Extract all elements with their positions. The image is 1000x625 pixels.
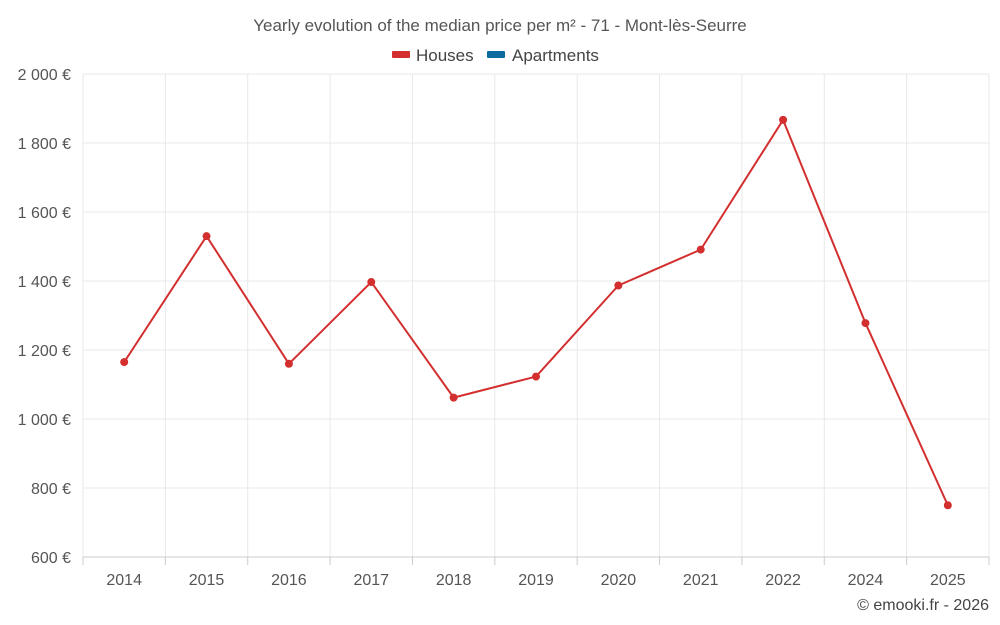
data-point-houses[interactable] <box>696 245 705 254</box>
data-point-houses[interactable] <box>120 358 129 367</box>
x-tick-label: 2024 <box>848 572 884 589</box>
y-tick-label: 1 400 € <box>18 274 71 291</box>
x-tick-label: 2014 <box>106 572 142 589</box>
legend: Houses Apartments <box>392 46 599 65</box>
legend-item-apartments[interactable]: Apartments <box>487 46 599 65</box>
legend-label-apartments: Apartments <box>512 46 599 65</box>
data-point-houses[interactable] <box>861 319 870 328</box>
x-tick-label: 2020 <box>601 572 637 589</box>
x-tick-label: 2021 <box>683 572 719 589</box>
chart-title: Yearly evolution of the median price per… <box>253 16 747 35</box>
x-tick-label: 2017 <box>353 572 389 589</box>
data-point-houses[interactable] <box>614 281 623 290</box>
x-tick-label: 2015 <box>189 572 225 589</box>
data-point-houses[interactable] <box>779 115 788 124</box>
y-tick-label: 1 800 € <box>18 136 71 153</box>
y-tick-label: 1 000 € <box>18 412 71 429</box>
data-point-houses[interactable] <box>532 372 540 381</box>
x-tick-label: 2022 <box>765 572 801 589</box>
legend-item-houses[interactable]: Houses <box>392 46 474 65</box>
data-point-houses[interactable] <box>449 393 458 402</box>
x-tick-label: 2018 <box>436 572 472 589</box>
series <box>120 115 952 510</box>
legend-swatch-houses <box>392 51 410 58</box>
credit-text: © emooki.fr - 2026 <box>857 597 989 614</box>
axes <box>82 556 990 565</box>
y-tick-label: 1 200 € <box>18 343 71 360</box>
y-tick-label: 1 600 € <box>18 205 71 222</box>
legend-swatch-apartments <box>487 51 505 58</box>
x-tick-label: 2019 <box>518 572 554 589</box>
x-tick-label: 2016 <box>271 572 307 589</box>
y-tick-label: 800 € <box>31 481 71 498</box>
x-axis-ticks: 2014 2015 2016 2017 2018 2019 2020 2021 2022 2024… <box>106 572 965 589</box>
y-tick-label: 600 € <box>31 550 71 567</box>
y-axis-ticks: 2 000 € 1 800 € 1 600 € 1 400 € 1 200 € 1 000… <box>18 67 71 567</box>
grid <box>82 73 990 557</box>
y-tick-label: 2 000 € <box>18 67 71 84</box>
x-tick-label: 2025 <box>930 572 966 589</box>
data-point-houses[interactable] <box>284 359 293 368</box>
data-point-houses[interactable] <box>367 278 376 287</box>
data-point-houses[interactable] <box>202 232 211 241</box>
data-point-houses[interactable] <box>943 501 952 510</box>
legend-label-houses: Houses <box>416 46 474 65</box>
